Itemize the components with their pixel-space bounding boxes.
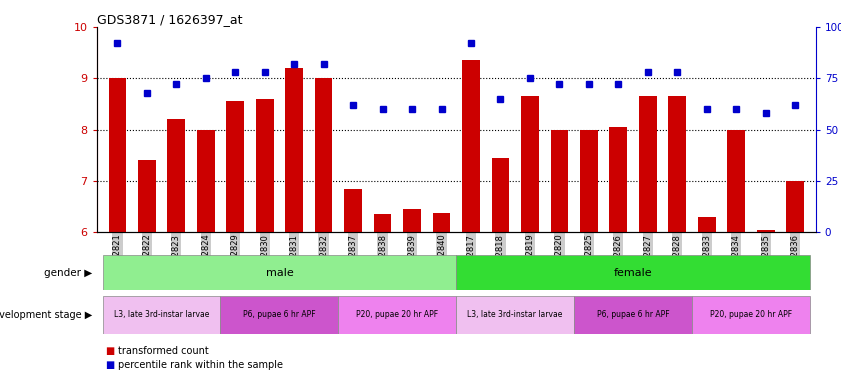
Text: percentile rank within the sample: percentile rank within the sample [118,360,283,370]
Bar [344,189,362,232]
Bar [220,296,338,334]
Bar [103,296,220,334]
Bar [610,127,627,232]
Bar [403,209,420,232]
Bar [580,130,598,232]
Bar [456,255,810,290]
Bar [521,96,539,232]
Bar [138,161,156,232]
Text: female: female [614,268,653,278]
Text: development stage ▶: development stage ▶ [0,310,93,320]
Bar [551,130,569,232]
Bar [338,296,456,334]
Text: P20, pupae 20 hr APF: P20, pupae 20 hr APF [357,310,438,319]
Bar [108,78,126,232]
Bar [197,130,214,232]
Bar [757,230,775,232]
Bar [432,213,450,232]
Bar [492,158,510,232]
Bar [256,99,273,232]
Bar [226,101,244,232]
Bar [639,96,657,232]
Bar [786,181,804,232]
Bar [698,217,716,232]
Bar [692,296,810,334]
Text: male: male [266,268,294,278]
Bar [167,119,185,232]
Text: P20, pupae 20 hr APF: P20, pupae 20 hr APF [710,310,792,319]
Bar [285,68,303,232]
Text: P6, pupae 6 hr APF: P6, pupae 6 hr APF [243,310,315,319]
Bar [669,96,686,232]
Bar [463,60,480,232]
Text: ■: ■ [105,360,114,370]
Bar [103,255,456,290]
Bar [727,130,745,232]
Text: gender ▶: gender ▶ [45,268,93,278]
Text: L3, late 3rd-instar larvae: L3, late 3rd-instar larvae [114,310,209,319]
Bar [456,296,574,334]
Text: GDS3871 / 1626397_at: GDS3871 / 1626397_at [97,13,242,26]
Bar [574,296,692,334]
Bar [373,214,391,232]
Bar [315,78,332,232]
Text: P6, pupae 6 hr APF: P6, pupae 6 hr APF [597,310,669,319]
Text: ■: ■ [105,346,114,356]
Text: L3, late 3rd-instar larvae: L3, late 3rd-instar larvae [468,310,563,319]
Text: transformed count: transformed count [118,346,209,356]
